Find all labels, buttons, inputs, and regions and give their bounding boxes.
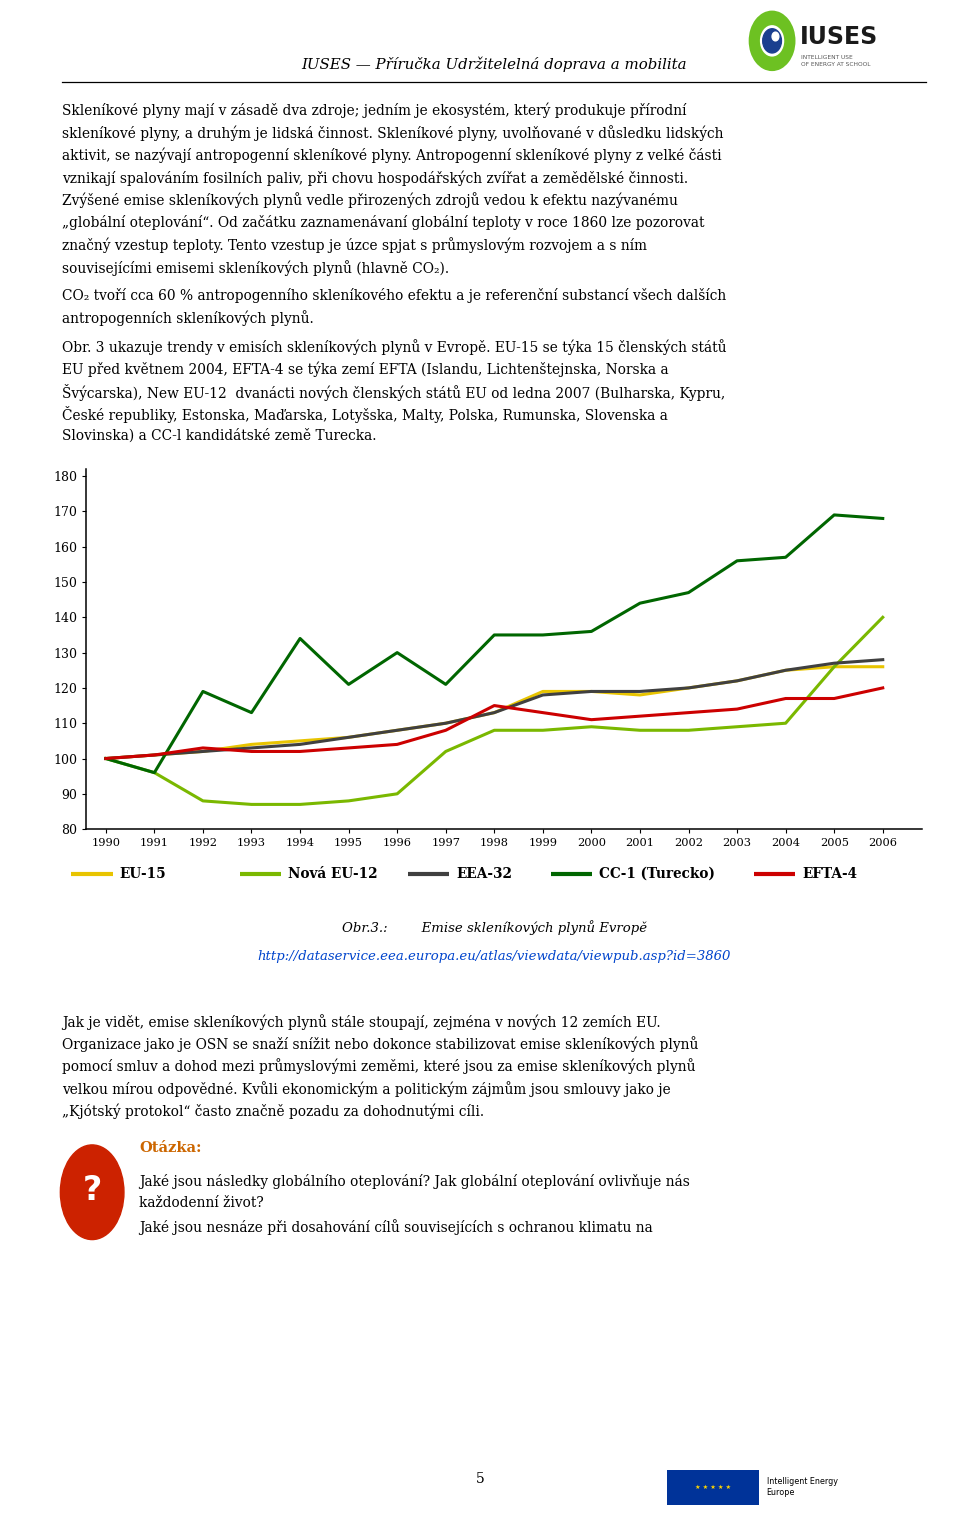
Text: Skleníkové plyny mají v zásadě dva zdroje; jedním je ekosystém, který produkuje : Skleníkové plyny mají v zásadě dva zdroj… [62, 103, 687, 118]
Text: EU před květnem 2004, EFTA-4 se týka zemí EFTA (Islandu, Lichtenštejnska, Norska: EU před květnem 2004, EFTA-4 se týka zem… [62, 362, 669, 377]
Text: INTELLIGENT USE
OF ENERGY AT SCHOOL: INTELLIGENT USE OF ENERGY AT SCHOOL [801, 56, 871, 68]
Text: Nová EU-12: Nová EU-12 [288, 867, 377, 881]
Text: Organizace jako je OSN se snaží snížit nebo dokonce stabilizovat emise skleníkov: Organizace jako je OSN se snaží snížit n… [62, 1036, 699, 1052]
Text: EFTA-4: EFTA-4 [802, 867, 857, 881]
Circle shape [772, 32, 779, 41]
Text: CC-1 (Turecko): CC-1 (Turecko) [599, 867, 715, 881]
Text: Jaké jsou nesnáze při dosahování cílů souvisejících s ochranou klimatu na: Jaké jsou nesnáze při dosahování cílů so… [139, 1219, 653, 1235]
Text: značný vzestup teploty. Tento vzestup je úzce spjat s průmyslovým rozvojem a s n: značný vzestup teploty. Tento vzestup je… [62, 238, 647, 253]
Text: aktivit, se nazývají antropogenní skleníkové plyny. Antropogenní skleníkové plyn: aktivit, se nazývají antropogenní sklení… [62, 148, 722, 163]
Text: 5: 5 [475, 1472, 485, 1486]
Text: EU-15: EU-15 [119, 867, 166, 881]
Text: Zvýšené emise skleníkových plynů vedle přirozených zdrojů vedou k efektu nazývan: Zvýšené emise skleníkových plynů vedle p… [62, 192, 679, 209]
Circle shape [762, 29, 781, 53]
Text: velkou mírou odpovědné. Kvůli ekonomickým a politickým zájmům jsou smlouvy jako : velkou mírou odpovědné. Kvůli ekonomický… [62, 1080, 671, 1097]
Text: Jaké jsou následky globálního oteplování? Jak globální oteplování ovlivňuje nás: Jaké jsou následky globálního oteplování… [139, 1174, 690, 1189]
Text: http://dataservice.eea.europa.eu/atlas/viewdata/viewpub.asp?id=3860: http://dataservice.eea.europa.eu/atlas/v… [257, 950, 732, 964]
Text: ★ ★ ★ ★ ★: ★ ★ ★ ★ ★ [695, 1484, 731, 1490]
Circle shape [60, 1145, 124, 1239]
Text: pomocí smluv a dohod mezi průmyslovými zeměmi, které jsou za emise skleníkových : pomocí smluv a dohod mezi průmyslovými z… [62, 1059, 696, 1074]
Wedge shape [749, 11, 796, 71]
Text: vznikají spalováním fosilních paliv, při chovu hospodářských zvířat a zemědělské: vznikají spalováním fosilních paliv, při… [62, 169, 688, 186]
Text: Obr. 3 ukazuje trendy v emisích skleníkových plynů v Evropě. EU-15 se týka 15 čl: Obr. 3 ukazuje trendy v emisích skleníko… [62, 339, 727, 354]
Text: každodenní život?: každodenní život? [139, 1197, 264, 1210]
Text: České republiky, Estonska, Maďarska, Lotyšska, Malty, Polska, Rumunska, Slovensk: České republiky, Estonska, Maďarska, Lot… [62, 405, 668, 424]
Text: Intelligent Energy
Europe: Intelligent Energy Europe [767, 1477, 838, 1498]
Text: CO₂ tvoří cca 60 % antropogenního skleníkového efektu a je referenční substancí : CO₂ tvoří cca 60 % antropogenního sklení… [62, 287, 727, 303]
Text: Švýcarska), New EU-12  dvanácti nových členských států EU od ledna 2007 (Bulhars: Švýcarska), New EU-12 dvanácti nových čl… [62, 384, 726, 401]
FancyBboxPatch shape [667, 1469, 758, 1505]
Text: EEA-32: EEA-32 [456, 867, 513, 881]
Text: IUSES: IUSES [800, 26, 878, 50]
Text: antropogenních skleníkových plynů.: antropogenních skleníkových plynů. [62, 310, 314, 327]
Text: Slovinska) a CC-l kandidátské země Turecka.: Slovinska) a CC-l kandidátské země Turec… [62, 428, 377, 443]
Text: souvisejícími emisemi skleníkových plynů (hlavně CO₂).: souvisejícími emisemi skleníkových plynů… [62, 260, 449, 275]
Text: „globální oteplování“. Od začátku zaznamenávaní globální teploty v roce 1860 lze: „globální oteplování“. Od začátku zaznam… [62, 215, 705, 230]
Text: „Kjótský protokol“ často značně pozadu za dohodnutými cíli.: „Kjótský protokol“ často značně pozadu z… [62, 1103, 485, 1118]
Text: IUSES — Příručka Udržitelelná doprava a mobilita: IUSES — Příručka Udržitelelná doprava a … [301, 56, 687, 73]
Text: ?: ? [83, 1174, 102, 1207]
Text: skleníkové plyny, a druhým je lidská činnost. Skleníkové plyny, uvolňované v důs: skleníkové plyny, a druhým je lidská čin… [62, 126, 724, 141]
Text: Jak je vidět, emise skleníkových plynů stále stoupají, zejména v nových 12 zemíc: Jak je vidět, emise skleníkových plynů s… [62, 1014, 661, 1029]
Text: Obr.3.:        Emise skleníkových plynů Evropě: Obr.3.: Emise skleníkových plynů Evropě [342, 920, 647, 935]
Text: Otázka:: Otázka: [139, 1141, 202, 1154]
